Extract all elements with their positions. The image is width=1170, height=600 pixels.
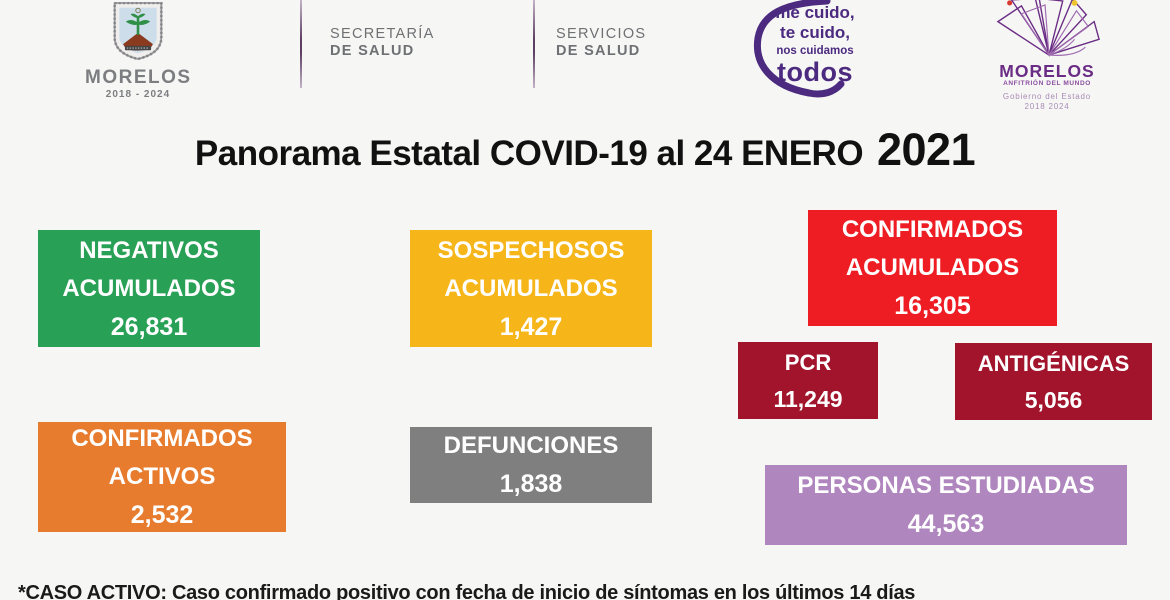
lotus-logo-name: MORELOS	[999, 61, 1095, 81]
stat-confirmados-acumulados: CONFIRMADOS ACUMULADOS 16,305	[808, 210, 1057, 326]
lotus-logo-years: 2018 2024	[1024, 102, 1070, 111]
morelos-logo-name: MORELOS	[85, 67, 192, 88]
stat-sospechosos-acumulados: SOSPECHOSOS ACUMULADOS 1,427	[410, 230, 652, 347]
stat-antigenicas: ANTIGÉNICAS 5,056	[955, 343, 1152, 420]
secretaria-line1: SECRETARÍA	[330, 26, 435, 42]
stat-value: 5,056	[1024, 386, 1083, 413]
shield-swoosh-icon	[753, 0, 845, 98]
stat-value: 11,249	[773, 385, 843, 412]
stat-label: PERSONAS ESTUDIADAS	[797, 472, 1095, 499]
morelos-coat-of-arms-icon	[113, 1, 163, 61]
stat-value: 1,838	[499, 470, 563, 498]
servicios-line2: DE SALUD	[556, 43, 641, 59]
morelos-logo-years: 2018 - 2024	[105, 89, 171, 100]
servicios-de-salud-logo: SERVICIOS DE SALUD	[556, 26, 646, 60]
header-divider	[533, 0, 535, 88]
lotus-logo-gobierno: Gobierno del Estado	[1002, 92, 1092, 101]
page-title-year: 2021	[877, 124, 976, 175]
page-title: Panorama Estatal COVID-19 al 24 ENERO 20…	[0, 124, 1170, 176]
stat-label: SOSPECHOSOS	[437, 236, 625, 264]
page-title-text: Panorama Estatal COVID-19 al 24 ENERO	[194, 134, 864, 173]
stat-value: 44,563	[907, 510, 985, 538]
me-cuido-line2: te cuido,	[780, 23, 850, 42]
me-cuido-campaign-logo: me cuido, te cuido, nos cuidamos todos	[735, 0, 873, 98]
me-cuido-text: me cuido, te cuido, nos cuidamos todos	[761, 3, 869, 86]
stat-label: ACTIVOS	[108, 463, 216, 490]
stat-value: 16,305	[894, 292, 971, 320]
stat-negativos-acumulados: NEGATIVOS ACUMULADOS 26,831	[38, 230, 260, 347]
header-divider	[300, 0, 302, 88]
stat-label: ACUMULADOS	[845, 254, 1020, 281]
me-cuido-line4: todos	[777, 57, 853, 87]
stat-value: 1,427	[499, 312, 563, 341]
stat-label: DEFUNCIONES	[443, 432, 619, 459]
me-cuido-line1: me cuido,	[775, 3, 855, 22]
stat-label: PCR	[784, 349, 832, 375]
morelos-anfitrion-logo: MORELOS ANFITRIÓN DEL MUNDO Gobierno del…	[985, 0, 1109, 111]
stat-label: NEGATIVOS	[79, 236, 219, 264]
lotus-logo-tagline: ANFITRIÓN DEL MUNDO	[1003, 80, 1091, 87]
morelos-state-logo: MORELOS 2018 - 2024	[85, 1, 192, 100]
stat-defunciones: DEFUNCIONES 1,838	[410, 427, 652, 503]
caso-activo-footnote: *CASO ACTIVO: Caso confirmado positivo c…	[18, 582, 916, 600]
stat-personas-estudiadas: PERSONAS ESTUDIADAS 44,563	[765, 465, 1127, 545]
stat-pcr: PCR 11,249	[738, 342, 878, 419]
stat-value: 26,831	[110, 312, 188, 341]
lotus-flower-icon	[996, 0, 1100, 58]
stat-value: 2,532	[130, 501, 194, 529]
stat-label: CONFIRMADOS	[71, 425, 253, 452]
stat-label: ACUMULADOS	[444, 274, 618, 302]
stat-label: ANTIGÉNICAS	[977, 350, 1130, 376]
me-cuido-line3: nos cuidamos	[776, 45, 854, 57]
secretaria-line2: DE SALUD	[330, 43, 415, 59]
stat-label: ACUMULADOS	[62, 274, 236, 302]
secretaria-de-salud-logo: SECRETARÍA DE SALUD	[330, 26, 435, 60]
stat-label: CONFIRMADOS	[841, 216, 1024, 243]
servicios-line1: SERVICIOS	[556, 26, 647, 42]
stat-confirmados-activos: CONFIRMADOS ACTIVOS 2,532	[38, 422, 286, 532]
